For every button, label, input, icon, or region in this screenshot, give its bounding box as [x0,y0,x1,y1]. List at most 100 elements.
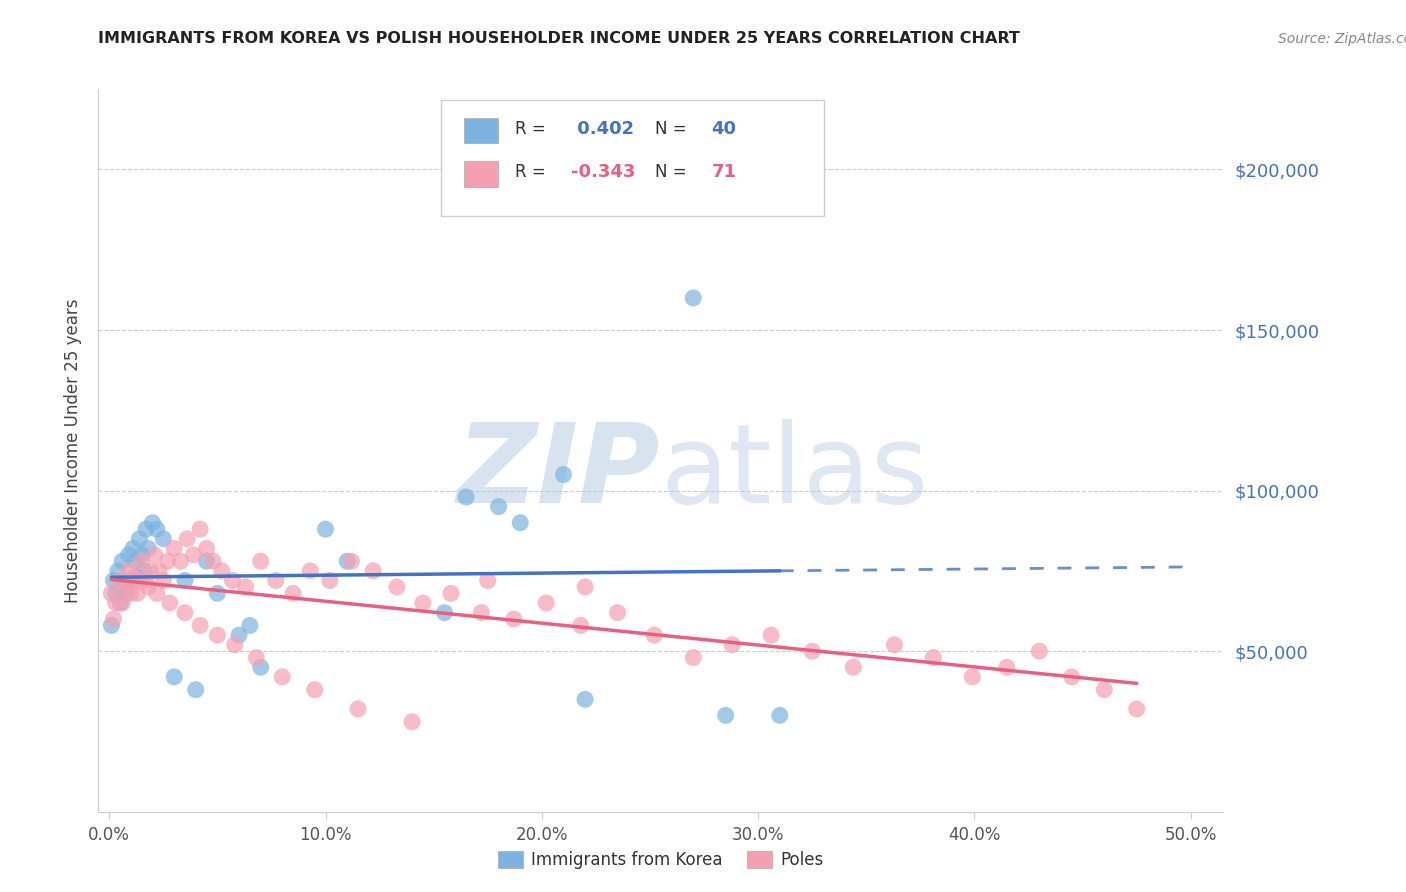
Point [759,628,782,642]
Point [136,541,159,556]
Point [136,580,159,594]
Text: 71: 71 [711,163,737,181]
Text: atlas: atlas [661,418,929,525]
Point [207,586,229,600]
Point [148,564,170,578]
Text: ZIP: ZIP [457,418,661,525]
Point [112,580,135,594]
Text: R =: R = [515,163,551,181]
Point [146,522,169,536]
Point [228,628,250,642]
Point [128,532,150,546]
Point [271,670,294,684]
Point [127,586,149,600]
Point [202,554,225,568]
Point [643,628,665,642]
Point [122,570,145,584]
Point [124,554,146,568]
Text: -0.343: -0.343 [571,163,636,181]
Point [118,548,141,562]
FancyBboxPatch shape [464,161,498,186]
Point [169,554,191,568]
Point [477,574,499,588]
Point [714,708,737,723]
Point [534,596,557,610]
Point [281,586,304,600]
Point [195,541,218,556]
Text: R =: R = [515,120,551,138]
Point [195,554,218,568]
Point [122,541,145,556]
Point [112,580,135,594]
Point [111,596,134,610]
Point [100,618,122,632]
Point [131,554,153,568]
Point [245,650,267,665]
Point [103,612,125,626]
Point [1125,702,1147,716]
Point [440,586,463,600]
Point [264,574,287,588]
Point [1060,670,1083,684]
Point [152,532,174,546]
Point [769,708,792,723]
Point [111,554,134,568]
Point [135,574,157,588]
Point [163,541,186,556]
Point [207,628,229,642]
Point [962,670,984,684]
Point [606,606,628,620]
Point [107,564,129,578]
Point [721,638,744,652]
Point [235,580,257,594]
Text: N =: N = [655,120,692,138]
Point [574,692,596,706]
Point [488,500,510,514]
Text: N =: N = [655,163,692,181]
Point [104,596,127,610]
Point [347,702,370,716]
Point [104,586,127,600]
Point [118,564,141,578]
Point [502,612,524,626]
Point [361,564,384,578]
Point [995,660,1018,674]
Point [146,586,169,600]
Point [108,574,131,588]
Point [456,490,478,504]
Text: Source: ZipAtlas.com: Source: ZipAtlas.com [1278,32,1406,45]
Point [184,682,207,697]
Point [336,554,359,568]
Point [152,574,174,588]
Point [174,574,197,588]
Point [139,564,162,578]
Point [159,596,181,610]
Point [108,596,131,610]
Point [143,548,166,562]
Point [401,714,423,729]
Point [211,564,233,578]
Y-axis label: Householder Income Under 25 years: Householder Income Under 25 years [65,298,83,603]
Point [131,548,153,562]
Point [132,564,155,578]
Point [319,574,342,588]
Text: 40: 40 [711,120,737,138]
Point [842,660,865,674]
Point [128,574,150,588]
Point [682,291,704,305]
Point [239,618,262,632]
Legend: Immigrants from Korea, Poles: Immigrants from Korea, Poles [491,844,831,876]
Point [315,522,337,536]
Text: IMMIGRANTS FROM KOREA VS POLISH HOUSEHOLDER INCOME UNDER 25 YEARS CORRELATION CH: IMMIGRANTS FROM KOREA VS POLISH HOUSEHOL… [98,31,1021,45]
Point [100,586,122,600]
Point [120,574,142,588]
Point [115,586,138,600]
Point [188,618,211,632]
Point [163,670,186,684]
Point [221,574,243,588]
Point [304,682,326,697]
Point [141,516,163,530]
Point [135,522,157,536]
Point [385,580,408,594]
Point [224,638,246,652]
